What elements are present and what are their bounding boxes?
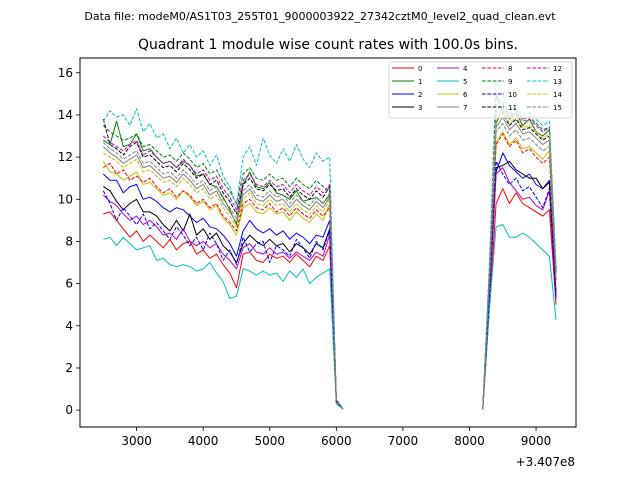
series-line-14 — [482, 110, 557, 410]
series-line-1 — [103, 120, 344, 410]
series-line-15 — [102, 141, 344, 410]
y-tick-label: 12 — [58, 150, 73, 164]
series-line-9 — [102, 125, 344, 410]
y-tick-label: 2 — [65, 361, 73, 375]
x-tick-label: 9000 — [521, 434, 552, 448]
y-tick-label: 10 — [58, 192, 73, 206]
y-tick-label: 0 — [65, 403, 73, 417]
y-tick-label: 16 — [58, 66, 73, 80]
series-line-14 — [103, 152, 344, 410]
legend-label-7: 7 — [463, 104, 467, 112]
legend-label-10: 10 — [508, 91, 517, 99]
legend-label-3: 3 — [418, 104, 422, 112]
legend-label-14: 14 — [553, 91, 562, 99]
legend-label-13: 13 — [553, 78, 562, 86]
legend-label-11: 11 — [508, 104, 517, 112]
series-line-10 — [482, 160, 557, 410]
series-line-4 — [482, 167, 557, 410]
data-file-header: Data file: modeM0/AS1T03_255T01_90000039… — [84, 10, 556, 23]
x-tick-label: 8000 — [454, 434, 485, 448]
y-tick-label: 6 — [65, 277, 73, 291]
x-axis: 3000 4000 5000 6000 7000 8000 9000 — [121, 427, 551, 448]
series-line-11 — [482, 93, 557, 410]
legend-label-9: 9 — [508, 78, 512, 86]
series-layer — [102, 78, 557, 410]
legend-label-12: 12 — [553, 65, 562, 73]
legend-label-5: 5 — [463, 78, 467, 86]
series-line-5 — [482, 224, 557, 410]
series-line-8 — [482, 133, 557, 410]
legend-label-6: 6 — [463, 91, 468, 99]
series-line-6 — [482, 131, 557, 410]
x-tick-label: 4000 — [188, 434, 219, 448]
series-line-12 — [102, 135, 344, 410]
legend-label-2: 2 — [418, 91, 422, 99]
chart-title: Quadrant 1 module wise count rates with … — [138, 37, 518, 53]
x-tick-label: 6000 — [321, 434, 352, 448]
series-line-0 — [482, 188, 557, 410]
y-tick-label: 8 — [65, 234, 73, 248]
x-tick-label: 7000 — [388, 434, 419, 448]
legend-label-8: 8 — [508, 65, 512, 73]
legend-label-15: 15 — [553, 104, 562, 112]
axes-frame — [79, 57, 577, 428]
legend-label-0: 0 — [418, 65, 422, 73]
legend-label-4: 4 — [463, 65, 468, 73]
series-line-4 — [102, 194, 344, 410]
series-line-6 — [102, 161, 344, 410]
series-line-15 — [482, 122, 557, 410]
series-line-7 — [102, 146, 344, 410]
x-offset-label: +3.407e8 — [516, 455, 575, 469]
series-line-13 — [102, 108, 344, 410]
legend-box — [388, 61, 573, 119]
y-tick-label: 4 — [65, 319, 73, 333]
series-line-10 — [102, 190, 344, 410]
x-tick-label: 5000 — [254, 434, 285, 448]
series-line-0 — [103, 211, 344, 410]
series-line-11 — [102, 118, 344, 410]
y-tick-label: 14 — [58, 108, 73, 122]
series-line-8 — [103, 162, 344, 410]
series-line-5 — [103, 236, 344, 410]
y-axis: 0 2 4 6 8 10 12 14 16 — [58, 66, 80, 417]
x-tick-label: 3000 — [121, 434, 152, 448]
legend-label-1: 1 — [418, 78, 422, 86]
series-line-2 — [102, 173, 344, 410]
